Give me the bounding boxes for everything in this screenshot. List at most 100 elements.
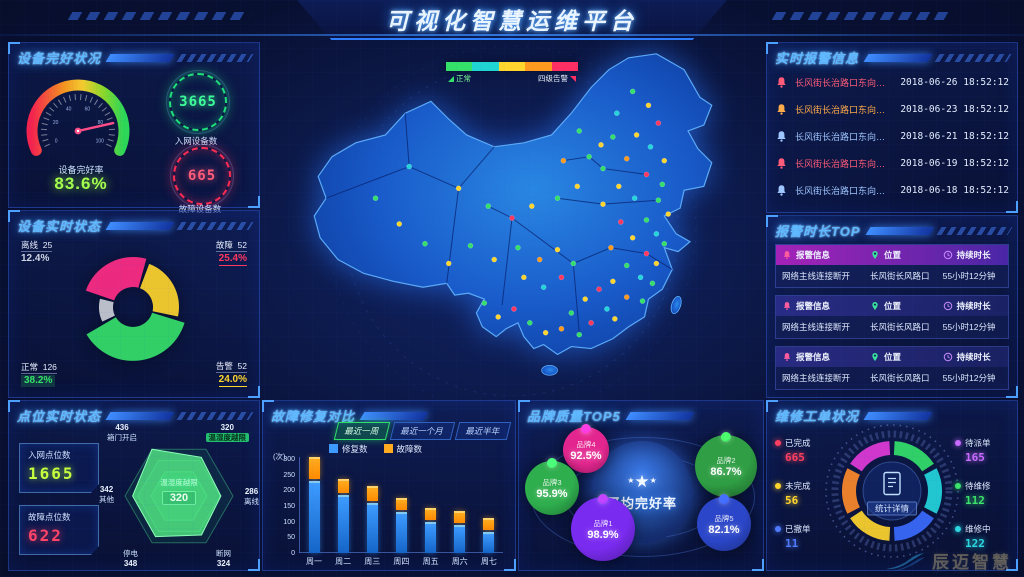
alarm-time: 2018-06-19 18:52:12	[900, 158, 1009, 169]
online-devices-ring: 3665	[166, 70, 230, 134]
panel-device-status: 设备实时状态 离线 25 12.4% 故障 52 25.4% 告警 52 24.0%…	[8, 210, 260, 398]
column-location: 位置	[870, 300, 943, 312]
alarm-time: 2018-06-23 18:52:12	[900, 104, 1009, 115]
radar-axis-label: 320 温湿度越限	[205, 423, 249, 443]
stat-label: 已撤单	[775, 523, 835, 535]
column-alarm-info: 报警信息	[782, 300, 870, 312]
alarm-row[interactable]: 长风街长治路口东向西抓拍摄像机... 2018-06-23 18:52:12	[775, 96, 1009, 123]
card-header: 报警信息 位置 持续时长	[776, 245, 1008, 265]
panel-title-text: 品牌质量TOP5	[527, 409, 621, 424]
bell-icon	[783, 353, 791, 361]
radar-axis-label: 436 箱门开启	[107, 423, 137, 442]
title-hatch-decoration	[176, 221, 254, 230]
radar-center-label: 温湿度越限	[160, 478, 198, 487]
location-value: 长风街长风路口	[870, 271, 930, 281]
alarm-info-value: 网络主线连接断开	[782, 271, 851, 281]
duration-value: 55小时12分钟	[942, 271, 996, 281]
column-duration: 持续时长	[943, 300, 1002, 312]
tab-最近半年[interactable]: 最近半年	[454, 422, 512, 440]
location-value: 长风街长风路口	[870, 373, 930, 383]
bell-icon	[777, 158, 786, 169]
brand-name: 品牌4	[576, 439, 596, 449]
legend-color-segment	[525, 62, 552, 71]
brand-name: 品牌1	[593, 518, 613, 528]
x-category-label: 周七	[480, 557, 497, 566]
fault-bar	[483, 517, 495, 530]
faulty-points-card: 故障点位数 622	[19, 505, 99, 555]
watermark-logo: 辰迈智慧	[884, 547, 1012, 573]
panel-title: 维修工单状况	[767, 401, 1017, 426]
repair-bar	[395, 512, 407, 553]
repair-bar	[308, 480, 320, 553]
donut-label-br: 告警 52 24.0%	[215, 360, 247, 387]
star-icon: ★★★	[627, 471, 657, 491]
page-title: 可视化智慧运维平台	[386, 8, 638, 34]
bell-icon	[783, 251, 791, 259]
column-alarm-info: 报警信息	[782, 249, 870, 261]
panel-title: 品牌质量TOP5	[519, 401, 763, 426]
bell-icon	[777, 104, 786, 115]
segment-name: 正常 126	[21, 362, 57, 374]
alarm-text: 长风街长治路口东向西抓拍摄像机...	[795, 132, 894, 142]
brand-value: 82.1%	[708, 523, 740, 536]
radar-axis-label: 断网 324	[216, 549, 231, 568]
donut-label-tl: 离线 25 12.4%	[21, 239, 53, 265]
fault-bar	[425, 507, 437, 520]
panel-title: 点位实时状态	[9, 401, 259, 426]
header: 可视化智慧运维平台	[0, 0, 1024, 40]
title-bar-decoration	[105, 411, 175, 420]
work-order-legend-right: 待派单 165 待维修 112 维修中 122	[955, 437, 1015, 566]
alarm-row[interactable]: 长风街长治路口东向西抓拍摄像机... 2018-06-19 18:52:12	[775, 150, 1009, 177]
y-axis-unit: (次)	[273, 452, 286, 461]
title-bar-decoration	[105, 221, 175, 230]
brand-circle-品牌3: 品牌3 95.9%	[525, 461, 579, 515]
fault-bar	[366, 485, 378, 501]
alarm-row[interactable]: 长风街长治路口东向西抓拍摄像机... 2018-06-18 18:52:12	[775, 177, 1009, 204]
faulty-points-value: 622	[28, 526, 63, 545]
repair-bar	[337, 495, 349, 553]
legend-right-label: 四级告警	[538, 73, 578, 84]
clock-icon	[943, 250, 952, 260]
title-hatch-decoration	[176, 53, 254, 62]
y-tick: 250	[283, 471, 295, 479]
radar-axis-label: 342 其他	[99, 485, 114, 504]
title-bar-decoration	[863, 53, 933, 62]
brand-circle-品牌1: 品牌1 98.9%	[571, 497, 635, 561]
repair-bar	[425, 521, 437, 553]
map-canvas	[262, 40, 762, 415]
legend-color-segment	[498, 62, 526, 71]
brand-value: 98.9%	[587, 528, 619, 541]
segment-percent: 38.2%	[21, 375, 56, 387]
brand-name: 品牌2	[716, 455, 736, 465]
repair-bar	[454, 525, 466, 553]
header-decoration-left	[67, 12, 253, 20]
repair-bar	[483, 531, 495, 553]
legend-item[interactable]: 修复数	[329, 443, 368, 455]
watermark-text: 辰迈智慧	[932, 552, 1012, 572]
alarm-time: 2018-06-21 18:52:12	[900, 131, 1009, 142]
work-order-stat-待派单: 待派单 165	[955, 437, 1015, 464]
stat-value: 11	[785, 537, 799, 550]
legend-left-marker	[448, 76, 454, 83]
brand-circle-品牌5: 品牌5 82.1%	[697, 497, 751, 551]
stat-label: 已完成	[775, 437, 835, 449]
work-order-ring-chart: 统计详情	[817, 421, 967, 567]
map-legend: 正常 四级告警	[446, 62, 579, 84]
tab-最近一个月[interactable]: 最近一个月	[390, 422, 456, 440]
brand-value: 92.5%	[570, 449, 602, 462]
alarm-row[interactable]: 长风街长治路口东向西抓拍摄像机... 2018-06-26 18:52:12	[775, 69, 1009, 96]
panel-title-text: 点位实时状态	[17, 409, 102, 424]
alarm-list: 长风街长治路口东向西抓拍摄像机... 2018-06-26 18:52:12 长…	[775, 69, 1009, 206]
legend-item[interactable]: 故障数	[383, 443, 422, 455]
donut-label-tr: 故障 52 25.4%	[215, 239, 247, 266]
alarm-info-value: 网络主线连接断开	[782, 373, 851, 383]
gauge-label: 设备完好率	[58, 165, 104, 175]
statistics-detail-button[interactable]: 统计详情	[866, 501, 918, 516]
work-order-stat-未完成: 未完成 56	[775, 480, 835, 507]
alarm-row[interactable]: 长风街长治路口东向西抓拍摄像机... 2018-06-21 18:52:12	[775, 123, 1009, 150]
x-category-label: 周一	[306, 557, 322, 566]
duration-value: 55小时12分钟	[942, 373, 996, 383]
tab-最近一周[interactable]: 最近一周	[334, 422, 391, 440]
brand-value: 86.7%	[710, 465, 742, 478]
